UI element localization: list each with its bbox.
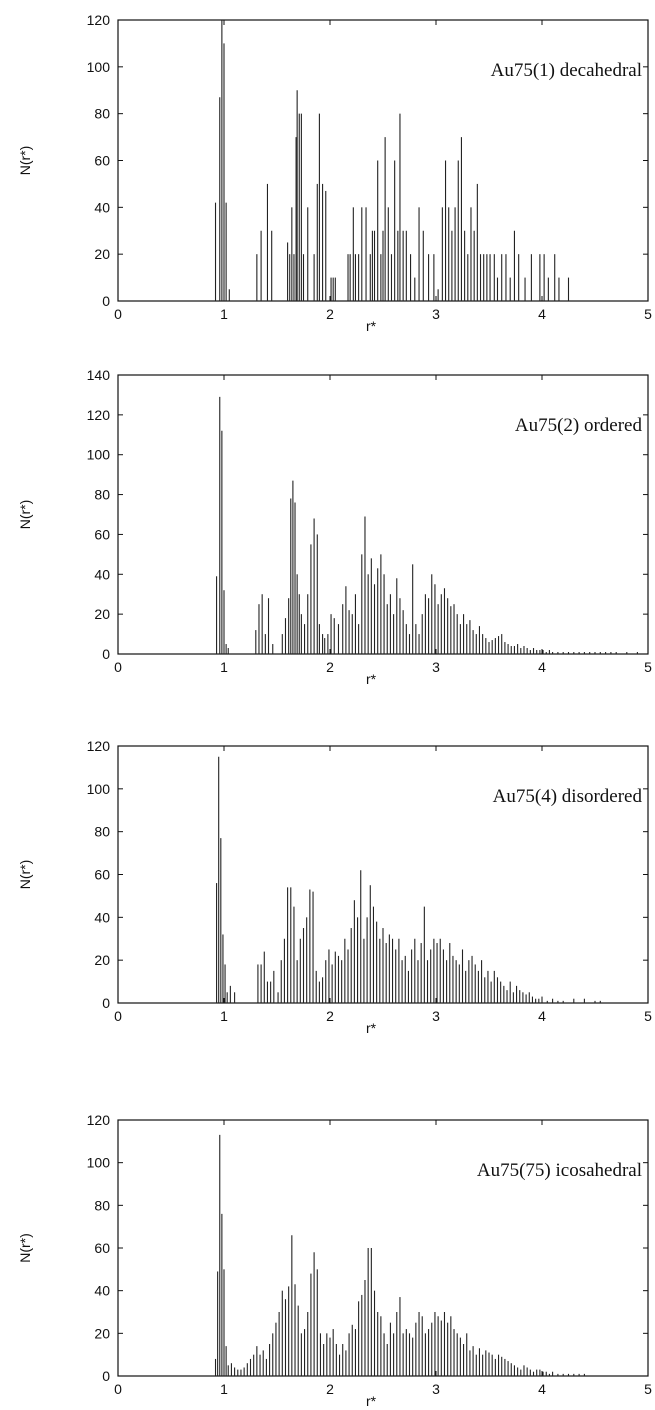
x-tick-label: 1 [220, 306, 228, 322]
y-tick-label: 120 [87, 738, 111, 754]
x-tick-label: 1 [220, 1381, 228, 1397]
y-tick-label: 60 [94, 867, 110, 883]
x-tick-label: 2 [326, 1381, 334, 1397]
y-tick-label: 40 [94, 909, 110, 925]
x-tick-label: 0 [114, 1008, 122, 1024]
y-tick-label: 20 [94, 952, 110, 968]
x-axis-label: r* [366, 318, 377, 334]
x-tick-label: 3 [432, 1381, 440, 1397]
x-tick-label: 4 [538, 1008, 546, 1024]
y-tick-label: 60 [94, 153, 110, 169]
x-tick-label: 4 [538, 1381, 546, 1397]
y-tick-label: 20 [94, 606, 110, 622]
x-tick-label: 2 [326, 1008, 334, 1024]
y-tick-label: 120 [87, 12, 111, 28]
x-tick-label: 5 [644, 1381, 652, 1397]
x-tick-label: 1 [220, 659, 228, 675]
y-tick-label: 120 [87, 1112, 111, 1128]
x-tick-label: 4 [538, 306, 546, 322]
y-tick-label: 100 [87, 59, 111, 75]
panel-label: Au75(4) disordered [493, 786, 643, 807]
y-axis-label: N(r*) [17, 860, 33, 890]
y-tick-label: 40 [94, 199, 110, 215]
y-tick-label: 100 [87, 781, 111, 797]
y-tick-label: 40 [94, 1283, 110, 1299]
chart-panel-4: 0 1 2 3 4 5 0 20 40 60 80 100 120 Au75(75) icosahedra… [17, 1112, 652, 1409]
x-tick-label: 3 [432, 659, 440, 675]
plot-frame [117, 374, 649, 655]
y-tick-label: 0 [102, 995, 110, 1011]
panel-label: Au75(75) icosahedral [477, 1160, 642, 1181]
y-tick-label: 0 [102, 646, 110, 662]
x-tick-label: 2 [326, 306, 334, 322]
x-tick-label: 5 [644, 306, 652, 322]
x-tick-label: 0 [114, 1381, 122, 1397]
panel-label: Au75(2) ordered [515, 415, 643, 436]
chart-panel-3: 0 1 2 3 4 5 0 20 40 60 80 100 120 Au75(4) disordered r… [17, 738, 652, 1036]
x-tick-label: 0 [114, 659, 122, 675]
x-axis-label: r* [366, 1020, 377, 1036]
x-tick-label: 2 [326, 659, 334, 675]
x-tick-label: 1 [220, 1008, 228, 1024]
y-tick-label: 20 [94, 246, 110, 262]
y-tick-label: 60 [94, 1240, 110, 1256]
y-tick-label: 80 [94, 487, 110, 503]
y-tick-label: 60 [94, 526, 110, 542]
plot-frame [117, 1119, 649, 1377]
x-tick-label: 3 [432, 306, 440, 322]
x-axis-label: r* [366, 1393, 377, 1409]
x-axis-label: r* [366, 671, 377, 687]
chart-panel-2: 0 1 2 3 4 5 0 20 40 60 80 100 120 140 Au75(2) ordered r… [17, 367, 652, 687]
x-tick-label: 5 [644, 659, 652, 675]
panel-label: Au75(1) decahedral [491, 60, 642, 81]
y-tick-label: 80 [94, 824, 110, 840]
y-tick-label: 20 [94, 1325, 110, 1341]
y-tick-label: 80 [94, 106, 110, 122]
x-tick-label: 3 [432, 1008, 440, 1024]
y-tick-label: 80 [94, 1197, 110, 1213]
y-tick-label: 100 [87, 1155, 111, 1171]
y-axis-label: N(r*) [17, 146, 33, 176]
x-tick-label: 4 [538, 659, 546, 675]
x-tick-label: 5 [644, 1008, 652, 1024]
y-tick-label: 0 [102, 1368, 110, 1384]
y-tick-label: 140 [87, 367, 111, 383]
y-tick-label: 40 [94, 566, 110, 582]
y-tick-label: 120 [87, 407, 111, 423]
y-tick-label: 0 [102, 293, 110, 309]
x-tick-label: 0 [114, 306, 122, 322]
chart-panel-1: 0 1 2 3 4 5 0 20 40 60 80 100 120 Au75(1) decahedral r… [17, 12, 652, 334]
y-tick-label: 100 [87, 447, 111, 463]
y-axis-label: N(r*) [17, 500, 33, 530]
y-axis-label: N(r*) [17, 1233, 33, 1263]
